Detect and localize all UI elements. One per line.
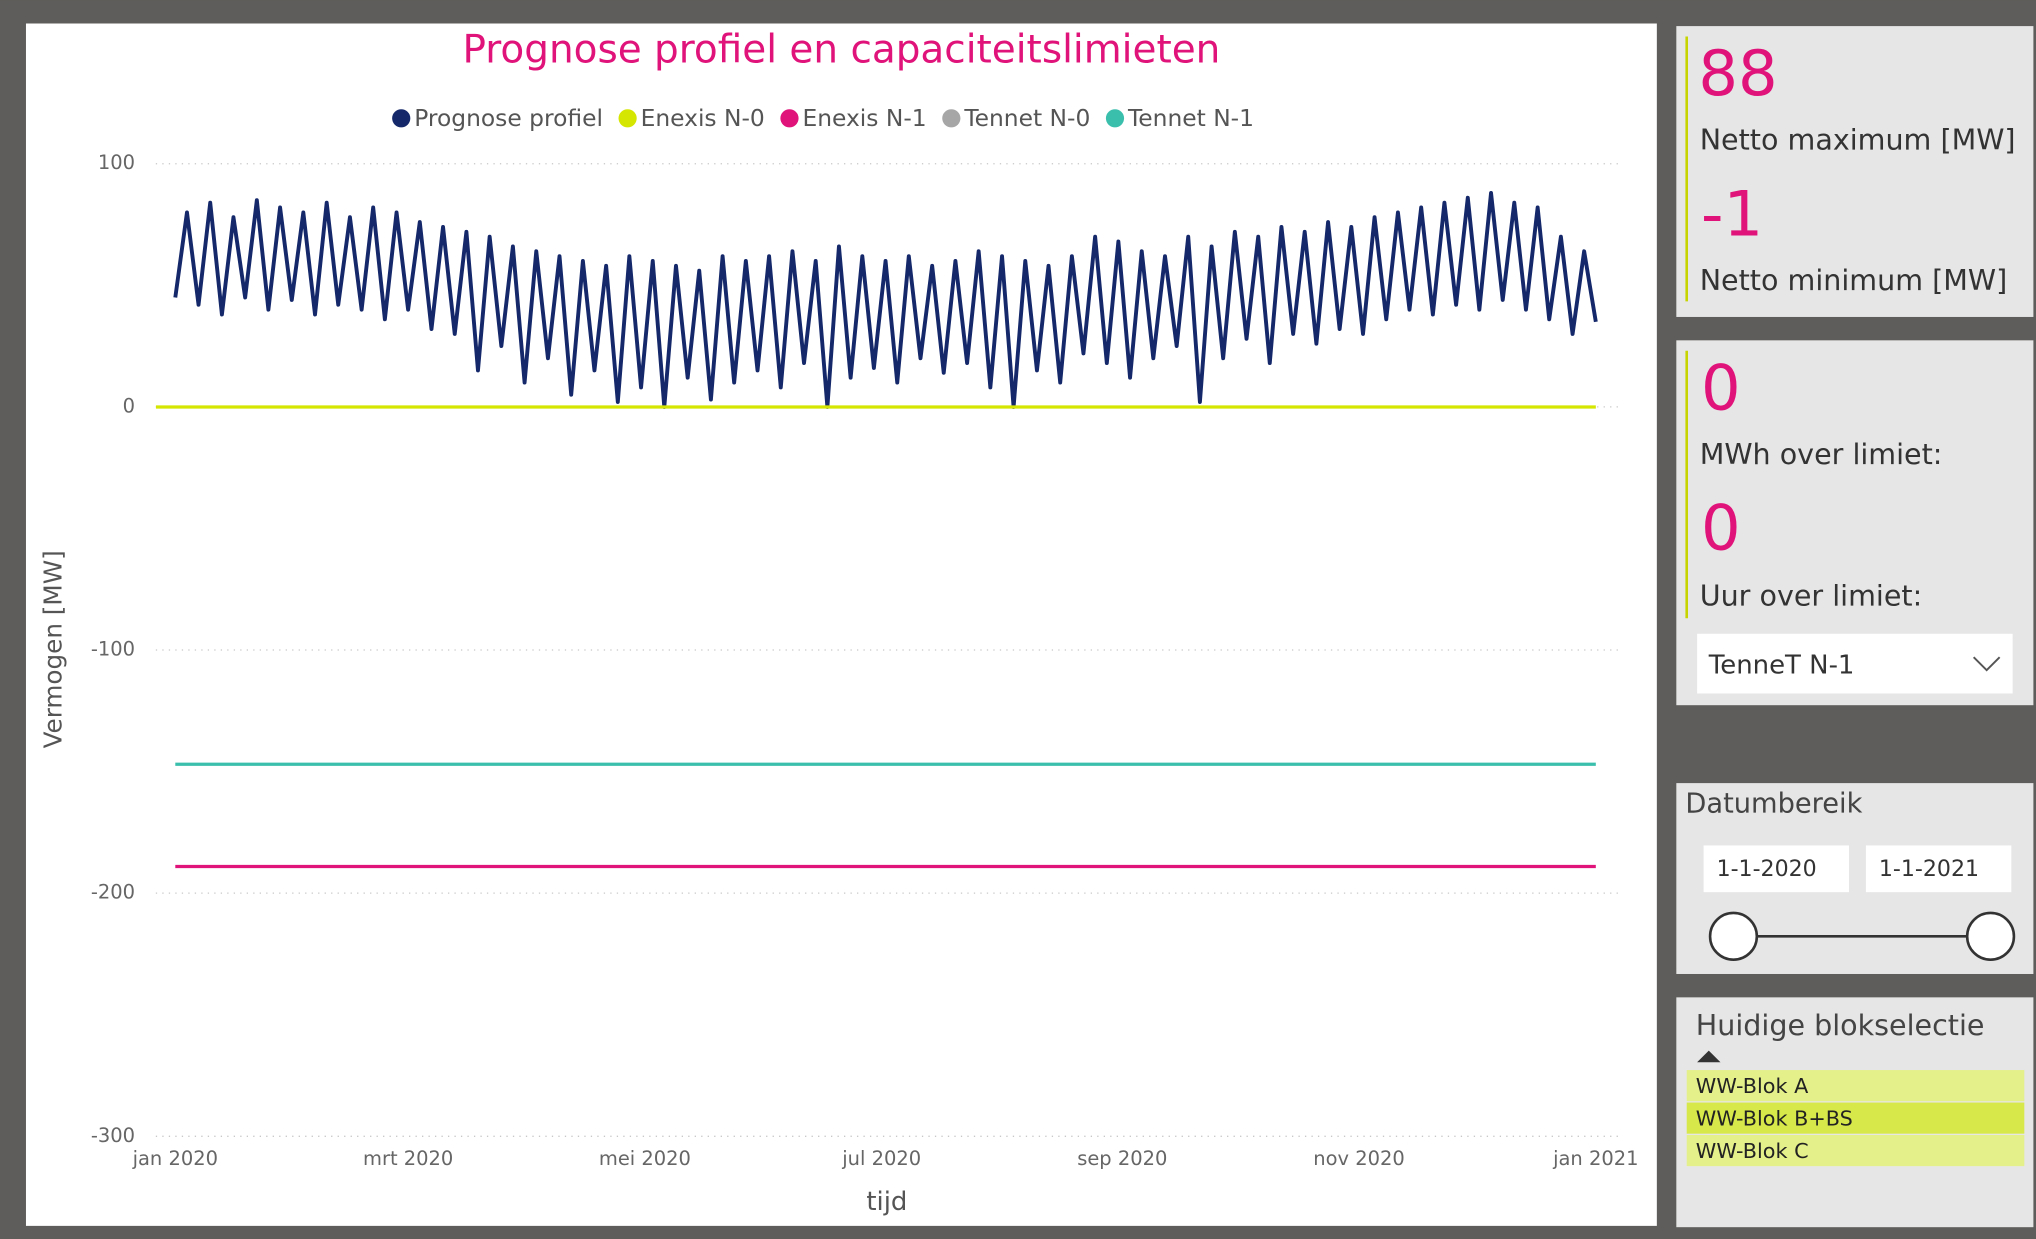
list-item-bg[interactable] <box>1686 1102 2025 1134</box>
y-tick-label: -300 <box>91 1124 135 1147</box>
date-input[interactable] <box>1703 845 1850 893</box>
x-tick-label: mrt 2020 <box>363 1147 453 1170</box>
list-item[interactable]: WW-Blok A <box>1696 1074 1809 1098</box>
list-item-bg[interactable] <box>1686 1070 2025 1102</box>
list-item[interactable]: WW-Blok C <box>1696 1139 1809 1163</box>
dropdown-value[interactable]: TenneT N-1 <box>1708 651 1855 681</box>
slider-handle[interactable] <box>1708 911 1759 961</box>
slicer-title: Datumbereik <box>1685 789 1862 820</box>
dropdown-box[interactable] <box>1697 633 2013 694</box>
x-tick-label: nov 2020 <box>1313 1147 1405 1170</box>
legend-marker <box>942 109 961 128</box>
y-tick-label: -200 <box>91 881 135 904</box>
y-axis-label: Vermogen [MW] <box>39 550 68 748</box>
dropdown-arrow[interactable] <box>1972 656 2001 672</box>
legend-label: Prognose profiel <box>414 104 603 132</box>
series-line <box>173 191 1598 409</box>
date-end[interactable]: 1-1-2021 <box>1879 857 1979 882</box>
y-tick-label: -100 <box>91 638 135 661</box>
x-tick-label: mei 2020 <box>599 1147 691 1170</box>
date-input[interactable] <box>1865 845 2012 893</box>
legend-marker <box>618 109 637 128</box>
chart-title: Prognose profiel en capaciteitslimieten <box>462 28 1220 73</box>
kpi-label: Uur over limiet: <box>1700 578 1923 612</box>
x-axis-label: tijd <box>866 1187 907 1217</box>
date-start[interactable]: 1-1-2020 <box>1717 857 1817 882</box>
x-tick-label: jan 2020 <box>132 1147 218 1170</box>
sort-arrow <box>1697 1050 1721 1063</box>
legend-marker <box>1105 109 1125 128</box>
list-item-bg[interactable] <box>1686 1134 2025 1167</box>
kpi-label: Netto minimum [MW] <box>1700 263 2008 297</box>
slicer-title: Huidige blokselectie <box>1696 1008 1985 1042</box>
list-item[interactable]: WW-Blok B+BS <box>1696 1106 1853 1130</box>
x-tick-label: jul 2020 <box>841 1147 921 1170</box>
chart-panel <box>25 23 1657 1226</box>
dropdown[interactable]: TenneT N-1 <box>1697 633 2013 694</box>
legend-marker <box>780 109 799 128</box>
legend-label: Enexis N-1 <box>802 104 926 132</box>
legend-label: Enexis N-0 <box>641 104 765 132</box>
x-tick-label: sep 2020 <box>1077 1147 1167 1170</box>
slider-handle[interactable] <box>1965 911 2016 961</box>
y-tick-label: 100 <box>98 151 135 174</box>
kpi-label: Netto maximum [MW] <box>1700 123 2016 157</box>
x-tick-label: jan 2021 <box>1552 1147 1638 1170</box>
kpi-value: 0 <box>1701 351 1741 424</box>
legend-label: Tennet N-0 <box>963 104 1090 132</box>
kpi-value: 88 <box>1698 37 1777 110</box>
kpi-value: -1 <box>1701 177 1763 250</box>
legend-label: Tennet N-1 <box>1127 104 1254 132</box>
kpi-card <box>1676 26 2034 317</box>
kpi-label: MWh over limiet: <box>1700 437 1943 471</box>
legend-marker <box>392 109 411 128</box>
y-tick-label: 0 <box>123 394 135 417</box>
kpi-value: 0 <box>1701 492 1741 565</box>
